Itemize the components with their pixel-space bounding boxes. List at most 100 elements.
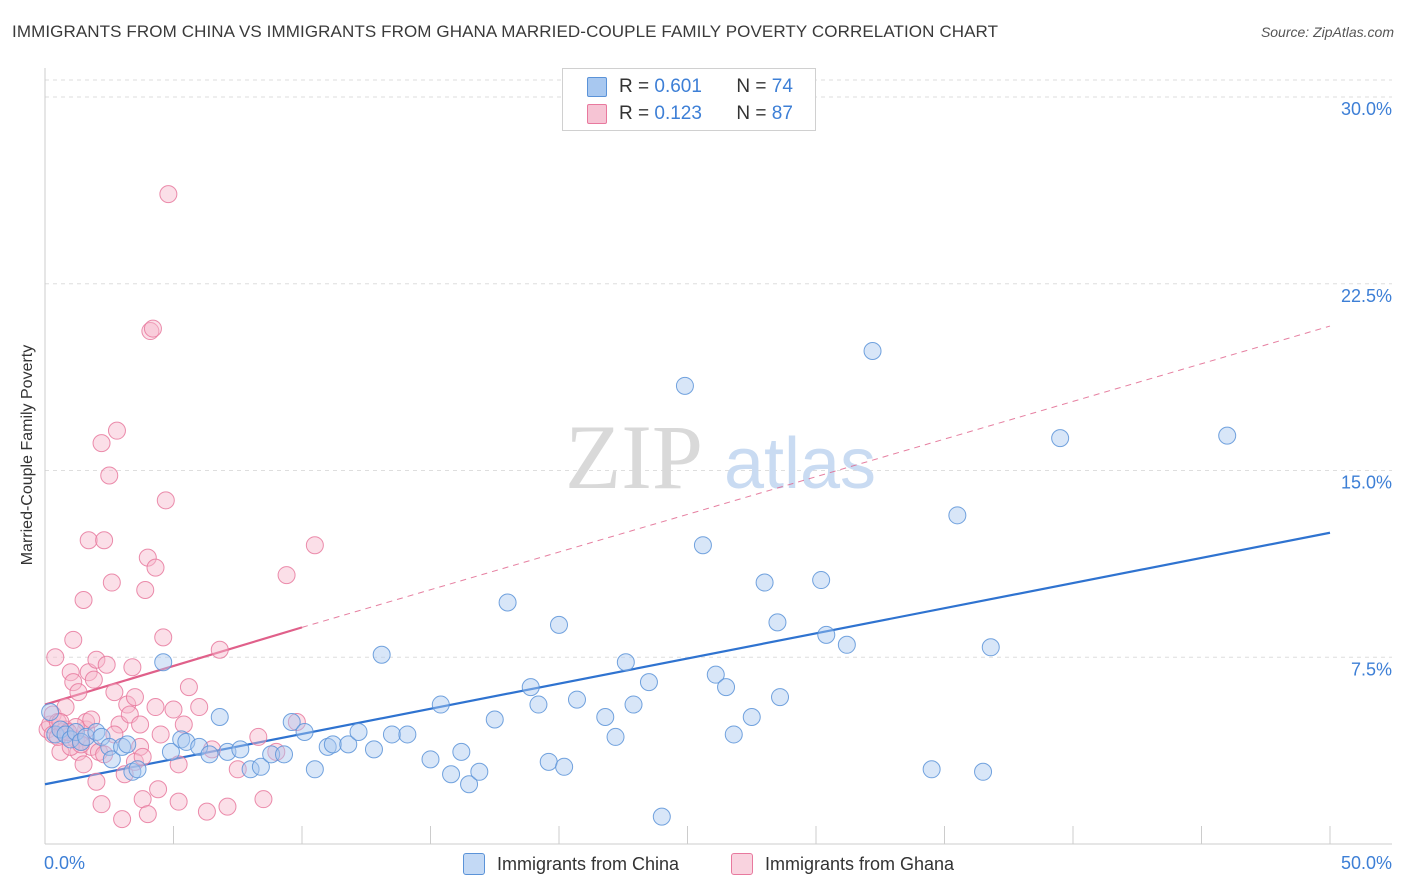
china-point (529, 695, 548, 714)
china-point (305, 760, 324, 779)
ghana-n-label: N = (736, 103, 767, 124)
axes (44, 68, 1392, 845)
china-point (606, 727, 625, 746)
ghana-point (277, 566, 296, 585)
ghana-point (141, 322, 160, 341)
china-point (675, 376, 694, 395)
chart-source: Source: ZipAtlas.com (1260, 24, 1394, 40)
china-r-value: 0.601 (654, 76, 702, 97)
ghana-point (249, 727, 268, 746)
ghana-r-label: R = (619, 103, 650, 124)
china-point (66, 722, 85, 741)
y-axis-label: Married-Couple Family Poverty (19, 344, 36, 566)
china-point (210, 708, 229, 727)
watermark: ZIP atlas (565, 406, 876, 508)
ghana-point (92, 795, 111, 814)
ghana-point (190, 698, 209, 717)
china-point (596, 708, 615, 727)
watermark-zip: ZIP (565, 406, 703, 508)
china-point (539, 752, 558, 771)
china-point (421, 750, 440, 769)
ghana-trend-line (44, 626, 303, 706)
trend-lines (44, 325, 1331, 786)
ghana-point (154, 628, 173, 647)
china-point (92, 727, 111, 746)
ghana-point (92, 434, 111, 453)
gridlines (45, 79, 1392, 658)
china-point (190, 737, 209, 756)
ghana-point (136, 581, 155, 600)
legend-row-ghana: R = 0.123 N = 87 (587, 102, 793, 126)
ghana-point (138, 805, 157, 824)
china-point (262, 745, 281, 764)
series-legend-ghana[interactable]: Immigrants from Ghana (731, 852, 954, 876)
ghana-point (156, 491, 175, 510)
ghana-point (125, 688, 144, 707)
china-point (863, 341, 882, 360)
ghana-point (79, 531, 98, 550)
china-point (706, 665, 725, 684)
y-tick-label: 30.0% (1341, 99, 1392, 119)
china-point (1051, 429, 1070, 448)
china-point (382, 725, 401, 744)
ghana-point (254, 790, 273, 809)
china-swatch (587, 77, 607, 97)
china-point (498, 593, 517, 612)
ghana-point (69, 683, 88, 702)
ghana-point (151, 725, 170, 744)
china-point (71, 732, 90, 751)
ghana-point (95, 531, 114, 550)
china-point (555, 757, 574, 776)
x-tick-label-max: 50.0% (1341, 853, 1392, 873)
ghana-point (159, 185, 178, 204)
china-point (567, 690, 586, 709)
china-point (652, 807, 671, 826)
ghana-point (64, 630, 83, 649)
china-point (172, 730, 191, 749)
china-point (817, 625, 836, 644)
china-point (398, 725, 417, 744)
china-n-label: N = (736, 76, 767, 97)
china-n-value: 74 (771, 76, 793, 97)
china-point (550, 615, 568, 634)
china-point (118, 735, 137, 754)
ghana-point (218, 797, 237, 816)
ghana-point (74, 590, 93, 609)
china-point (485, 710, 504, 729)
china-point (717, 678, 736, 697)
y-tick-label: 15.0% (1341, 473, 1392, 493)
watermark-atlas: atlas (724, 424, 876, 504)
china-legend-label: Immigrants from China (497, 853, 680, 874)
china-point (123, 762, 142, 781)
x-tick-label-min: 0.0% (44, 853, 85, 873)
china-point (616, 653, 635, 672)
ghana-point (228, 760, 247, 779)
china-point (364, 740, 383, 759)
ghana-point (164, 700, 183, 719)
ghana-point (100, 466, 119, 485)
ghana-point (105, 683, 124, 702)
ghana-point (123, 658, 142, 677)
china-legend-swatch (463, 853, 485, 875)
china-point (339, 735, 358, 754)
series-legend-china[interactable]: Immigrants from China (463, 852, 679, 876)
ghana-point (46, 648, 65, 667)
ghana-point (131, 715, 150, 734)
ghana-point (210, 640, 229, 659)
china-point (639, 673, 658, 692)
china-point (452, 742, 471, 761)
china-point (87, 722, 106, 741)
china-point (154, 653, 173, 672)
china-point (755, 573, 774, 592)
ghana-point (179, 678, 198, 697)
ghana-point (51, 742, 70, 761)
china-point (771, 688, 790, 707)
ghana-point (146, 558, 165, 577)
ghana-swatch (587, 104, 607, 124)
china-point (431, 695, 450, 714)
ghana-r-value: 0.123 (654, 103, 702, 124)
china-point (460, 775, 479, 794)
correlation-legend: R = 0.601 N = 74 R = 0.123 N = 87 (562, 68, 816, 131)
ghana-point (56, 698, 75, 717)
china-point (442, 765, 461, 784)
